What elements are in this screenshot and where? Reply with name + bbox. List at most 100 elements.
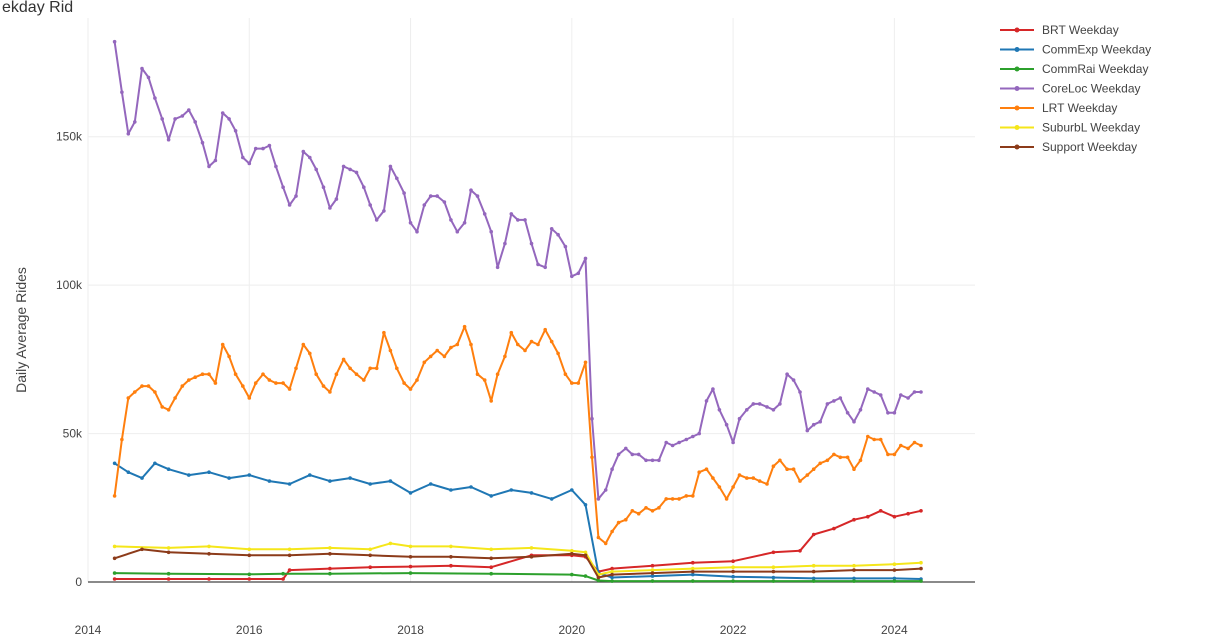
data-point[interactable] — [489, 229, 494, 234]
data-point[interactable] — [549, 227, 554, 231]
data-point[interactable] — [630, 509, 635, 513]
data-point[interactable] — [596, 535, 601, 540]
data-point[interactable] — [133, 120, 137, 124]
data-point[interactable] — [677, 440, 681, 445]
data-point[interactable] — [509, 488, 514, 492]
data-point[interactable] — [281, 571, 285, 576]
data-point[interactable] — [112, 556, 117, 561]
data-point[interactable] — [140, 66, 144, 71]
data-point[interactable] — [691, 494, 695, 498]
data-point[interactable] — [919, 566, 923, 571]
data-point[interactable] — [503, 241, 507, 246]
data-point[interactable] — [469, 485, 473, 489]
data-point[interactable] — [489, 547, 494, 552]
data-point[interactable] — [140, 384, 144, 388]
data-point[interactable] — [294, 366, 298, 371]
data-point[interactable] — [866, 514, 870, 519]
data-point[interactable] — [166, 137, 171, 142]
data-point[interactable] — [704, 467, 709, 472]
data-point[interactable] — [253, 381, 258, 385]
data-point[interactable] — [892, 452, 897, 457]
data-point[interactable] — [899, 443, 903, 448]
data-point[interactable] — [328, 390, 332, 394]
data-point[interactable] — [852, 467, 856, 472]
data-point[interactable] — [402, 381, 406, 385]
data-point[interactable] — [778, 458, 782, 463]
data-point[interactable] — [697, 431, 701, 436]
data-point[interactable] — [825, 458, 830, 463]
data-point[interactable] — [711, 476, 715, 480]
data-point[interactable] — [516, 218, 520, 222]
data-point[interactable] — [818, 461, 822, 466]
data-point[interactable] — [791, 467, 796, 472]
data-point[interactable] — [838, 396, 843, 400]
data-point[interactable] — [247, 577, 252, 581]
data-point[interactable] — [852, 579, 856, 583]
data-point[interactable] — [435, 348, 440, 353]
data-point[interactable] — [596, 578, 601, 583]
data-point[interactable] — [583, 256, 588, 261]
data-point[interactable] — [590, 416, 594, 421]
data-point[interactable] — [731, 440, 735, 445]
data-point[interactable] — [341, 357, 346, 362]
data-point[interactable] — [328, 566, 332, 571]
data-point[interactable] — [832, 452, 836, 457]
data-point[interactable] — [408, 571, 413, 575]
data-point[interactable] — [603, 488, 608, 492]
data-point[interactable] — [247, 572, 252, 577]
data-point[interactable] — [899, 393, 903, 397]
data-point[interactable] — [745, 408, 749, 412]
data-point[interactable] — [838, 455, 843, 460]
data-point[interactable] — [583, 503, 588, 507]
data-point[interactable] — [549, 339, 554, 344]
data-point[interactable] — [892, 562, 897, 566]
data-point[interactable] — [919, 443, 923, 448]
data-point[interactable] — [503, 354, 507, 359]
data-point[interactable] — [187, 473, 191, 477]
data-point[interactable] — [878, 437, 883, 442]
data-point[interactable] — [287, 203, 292, 207]
data-point[interactable] — [253, 146, 258, 151]
data-point[interactable] — [717, 408, 722, 412]
data-point[interactable] — [274, 164, 278, 169]
data-point[interactable] — [912, 440, 917, 445]
data-point[interactable] — [207, 552, 211, 556]
data-point[interactable] — [852, 419, 856, 424]
data-point[interactable] — [180, 384, 185, 388]
data-point[interactable] — [247, 396, 252, 400]
data-point[interactable] — [173, 117, 177, 121]
data-point[interactable] — [798, 390, 802, 394]
data-point[interactable] — [610, 467, 614, 472]
data-point[interactable] — [731, 569, 735, 574]
data-point[interactable] — [112, 571, 117, 575]
data-point[interactable] — [906, 396, 910, 400]
data-point[interactable] — [657, 458, 661, 463]
data-point[interactable] — [798, 549, 802, 553]
data-point[interactable] — [287, 547, 292, 552]
data-point[interactable] — [570, 552, 574, 556]
data-point[interactable] — [919, 579, 923, 583]
data-point[interactable] — [388, 479, 393, 483]
data-point[interactable] — [247, 473, 252, 477]
data-point[interactable] — [395, 176, 399, 181]
data-point[interactable] — [449, 544, 453, 549]
data-point[interactable] — [449, 488, 453, 492]
data-point[interactable] — [509, 212, 514, 216]
data-point[interactable] — [321, 384, 326, 388]
data-point[interactable] — [227, 476, 231, 480]
data-point[interactable] — [543, 327, 547, 332]
data-point[interactable] — [616, 452, 621, 457]
data-point[interactable] — [475, 372, 480, 377]
data-point[interactable] — [570, 381, 574, 385]
data-point[interactable] — [368, 547, 373, 552]
data-point[interactable] — [368, 203, 373, 207]
data-point[interactable] — [126, 132, 131, 136]
data-point[interactable] — [596, 575, 601, 580]
data-point[interactable] — [811, 569, 816, 574]
data-point[interactable] — [308, 155, 312, 160]
data-point[interactable] — [892, 579, 897, 583]
data-point[interactable] — [287, 553, 292, 558]
data-point[interactable] — [348, 366, 352, 371]
data-point[interactable] — [267, 479, 272, 483]
data-point[interactable] — [785, 467, 789, 472]
